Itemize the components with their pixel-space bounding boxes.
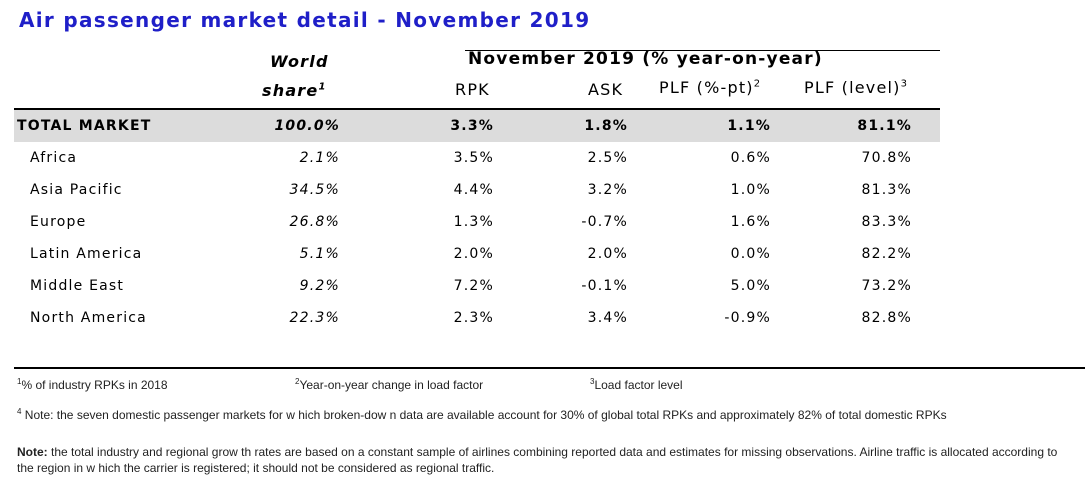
table-row: Latin America 5.1% 2.0% 2.0% 0.0% 82.2%: [14, 238, 940, 270]
page-title: Air passenger market detail - November 2…: [19, 8, 591, 32]
row-rpk: 1.3%: [453, 214, 494, 230]
footer-rule: [14, 367, 1085, 369]
row-rpk: 2.3%: [453, 310, 494, 326]
row-rpk: 2.0%: [453, 246, 494, 262]
header-ask: ASK: [588, 80, 624, 99]
row-name: Middle East: [30, 278, 125, 294]
row-plf-level: 70.8%: [861, 150, 912, 166]
footnote-1: 1% of industry RPKs in 2018: [17, 377, 168, 392]
row-name: Africa: [30, 150, 78, 166]
header-rule: [14, 108, 940, 110]
row-ask: 2.0%: [587, 246, 628, 262]
row-share: 26.8%: [289, 214, 340, 230]
row-share: 100.0%: [274, 118, 340, 134]
row-rpk: 3.5%: [453, 150, 494, 166]
row-ask: -0.1%: [581, 278, 628, 294]
header-plf-pt: PLF (%-pt)2: [659, 78, 761, 97]
footnote-2: 2Year-on-year change in load factor: [295, 377, 484, 392]
row-plf-level: 81.3%: [861, 182, 912, 198]
row-plf-level: 83.3%: [861, 214, 912, 230]
row-plf-pt: 0.6%: [730, 150, 771, 166]
row-plf-pt: 1.0%: [730, 182, 771, 198]
row-plf-pt: 0.0%: [730, 246, 771, 262]
table-row: North America 22.3% 2.3% 3.4% -0.9% 82.8…: [14, 302, 940, 334]
footnote-4: 4 Note: the seven domestic passenger mar…: [17, 407, 947, 422]
row-plf-level: 82.2%: [861, 246, 912, 262]
header-plf-level: PLF (level)3: [804, 78, 907, 97]
row-name: North America: [30, 310, 147, 326]
row-plf-level: 82.8%: [861, 310, 912, 326]
row-share: 2.1%: [299, 150, 340, 166]
row-rpk: 3.3%: [450, 118, 494, 134]
row-name: Europe: [30, 214, 87, 230]
row-share: 34.5%: [289, 182, 340, 198]
row-share: 22.3%: [289, 310, 340, 326]
row-plf-pt: 1.6%: [730, 214, 771, 230]
header-world: World: [270, 52, 329, 71]
row-name: TOTAL MARKET: [17, 118, 152, 134]
row-share: 9.2%: [299, 278, 340, 294]
row-plf-pt: -0.9%: [724, 310, 771, 326]
row-plf-pt: 1.1%: [727, 118, 771, 134]
row-name: Asia Pacific: [30, 182, 123, 198]
table-row: Africa 2.1% 3.5% 2.5% 0.6% 70.8%: [14, 142, 940, 174]
header-group-title: November 2019 (% year-on-year): [468, 49, 823, 69]
table-row-total: TOTAL MARKET 100.0% 3.3% 1.8% 1.1% 81.1%: [14, 110, 940, 142]
table-row: Europe 26.8% 1.3% -0.7% 1.6% 83.3%: [14, 206, 940, 238]
row-plf-level: 73.2%: [861, 278, 912, 294]
row-plf-pt: 5.0%: [730, 278, 771, 294]
row-name: Latin America: [30, 246, 143, 262]
row-ask: 2.5%: [587, 150, 628, 166]
header-share: share1: [262, 81, 326, 100]
table-row: Asia Pacific 34.5% 4.4% 3.2% 1.0% 81.3%: [14, 174, 940, 206]
table-row: Middle East 9.2% 7.2% -0.1% 5.0% 73.2%: [14, 270, 940, 302]
row-rpk: 7.2%: [453, 278, 494, 294]
methodology-note: Note: the total industry and regional gr…: [17, 445, 1058, 475]
row-ask: 3.4%: [587, 310, 628, 326]
row-ask: -0.7%: [581, 214, 628, 230]
header-rpk: RPK: [455, 80, 490, 99]
row-ask: 1.8%: [584, 118, 628, 134]
row-ask: 3.2%: [587, 182, 628, 198]
group-rule: [465, 50, 940, 51]
footnote-3: 3Load factor level: [590, 377, 683, 392]
row-share: 5.1%: [299, 246, 340, 262]
row-plf-level: 81.1%: [857, 118, 912, 134]
row-rpk: 4.4%: [453, 182, 494, 198]
